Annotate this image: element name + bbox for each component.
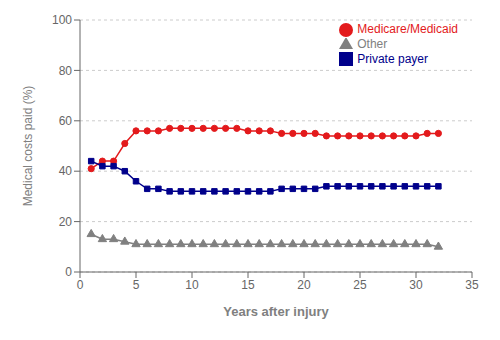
svg-text:20: 20: [297, 278, 311, 292]
svg-text:Medical costs paid (%): Medical costs paid (%): [21, 86, 35, 207]
svg-text:30: 30: [409, 278, 423, 292]
html-text:Private payer: Private payer: [357, 51, 428, 66]
html-text:Medicare/Medicaid: Medicare/Medicaid: [357, 22, 458, 36]
svg-text:0: 0: [77, 278, 84, 292]
svg-text:80: 80: [59, 64, 73, 78]
svg-text:Years after injury: Years after injury: [223, 304, 329, 319]
svg-text:35: 35: [465, 278, 479, 292]
svg-text:5: 5: [133, 278, 140, 292]
svg-text:100: 100: [52, 13, 72, 27]
svg-text:25: 25: [353, 278, 367, 292]
svg-text:0: 0: [65, 265, 72, 279]
svg-text:10: 10: [185, 278, 199, 292]
svg-text:15: 15: [241, 278, 255, 292]
svg-text:60: 60: [59, 114, 73, 128]
html-text:Other: Other: [357, 36, 388, 51]
svg-text:20: 20: [59, 215, 73, 229]
svg-text:40: 40: [59, 164, 73, 178]
